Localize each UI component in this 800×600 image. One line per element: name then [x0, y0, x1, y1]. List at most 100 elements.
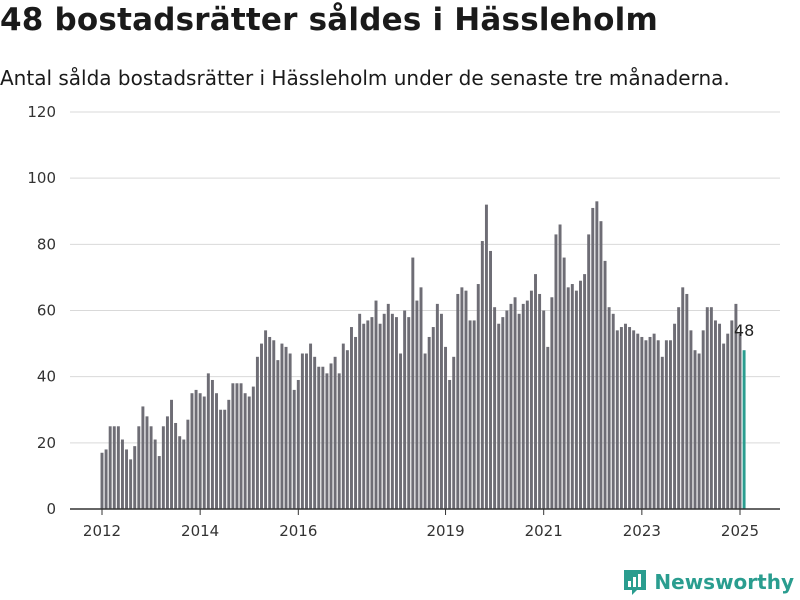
- bar: [587, 234, 591, 510]
- bar: [284, 346, 288, 509]
- bar: [718, 323, 722, 509]
- bar: [194, 389, 198, 509]
- bar: [141, 406, 145, 509]
- bar: [366, 320, 370, 509]
- bar: [644, 340, 648, 509]
- bar: [370, 317, 374, 509]
- bar: [149, 426, 153, 509]
- x-tick-label: 2016: [279, 522, 317, 540]
- bar: [145, 416, 149, 509]
- newsworthy-logo-icon: [624, 570, 647, 595]
- bar: [460, 287, 464, 509]
- bar: [521, 303, 525, 509]
- bar: [329, 363, 333, 509]
- bar: [407, 317, 411, 509]
- bar: [170, 399, 173, 509]
- bar: [394, 317, 398, 509]
- bar: [231, 383, 235, 509]
- bar: [415, 300, 419, 509]
- bar: [656, 340, 660, 509]
- bar: [309, 343, 313, 509]
- bar: [726, 333, 730, 509]
- bar: [345, 350, 349, 509]
- x-tick-label: 2025: [721, 522, 759, 540]
- bar: [268, 336, 272, 509]
- bar-series: [100, 201, 746, 510]
- bar: [374, 300, 378, 509]
- bar: [235, 383, 239, 509]
- bar: [566, 287, 570, 509]
- bar: [403, 310, 407, 509]
- bar: [247, 396, 251, 509]
- x-axis-ticks: 2012 2014 2016 2019 2021 2023 2025: [83, 509, 759, 540]
- y-axis-ticks: 0 20 40 60 80 100 120: [27, 103, 56, 518]
- x-tick-label: 2021: [525, 522, 563, 540]
- y-tick-label: 80: [37, 235, 56, 253]
- bar: [165, 416, 169, 509]
- bar: [243, 393, 247, 509]
- bar: [227, 399, 231, 509]
- bar: [435, 303, 439, 509]
- bar: [468, 320, 472, 509]
- bar: [632, 330, 636, 509]
- bar: [574, 290, 578, 509]
- bar: [722, 343, 726, 509]
- x-tick-label: 2014: [181, 522, 219, 540]
- bar: [652, 333, 656, 509]
- bar: [628, 327, 632, 509]
- bar: [501, 317, 505, 509]
- bar: [579, 280, 582, 509]
- bar: [693, 350, 697, 509]
- bar: [505, 310, 509, 509]
- bar: [276, 360, 280, 509]
- bar: [423, 353, 427, 509]
- bar: [305, 353, 308, 509]
- bar: [386, 303, 390, 509]
- bar: [607, 307, 611, 509]
- x-tick-label: 2019: [426, 522, 464, 540]
- bar: [738, 333, 742, 509]
- bar: [350, 327, 353, 509]
- bar: [317, 366, 321, 509]
- bar: [378, 323, 382, 509]
- bar: [554, 234, 558, 510]
- bar: [104, 449, 108, 509]
- bar: [153, 439, 157, 509]
- bar: [476, 284, 480, 509]
- y-tick-label: 120: [27, 103, 56, 121]
- bar: [178, 436, 182, 509]
- bar: [337, 373, 341, 509]
- bar: [182, 439, 186, 509]
- bar: [300, 353, 304, 509]
- bar: [583, 274, 587, 509]
- bar: [619, 327, 623, 509]
- bar: [108, 426, 112, 509]
- bar: [709, 307, 713, 509]
- bar: [456, 293, 460, 509]
- bar: [636, 333, 640, 509]
- bar: [624, 323, 627, 509]
- bar: [546, 346, 550, 509]
- bar: [116, 426, 120, 509]
- bar: [129, 459, 133, 509]
- bar: [219, 409, 223, 509]
- bar: [223, 409, 227, 509]
- bar: [264, 330, 268, 509]
- bar: [525, 300, 529, 509]
- bar-latest: [742, 350, 746, 509]
- bar: [452, 356, 456, 509]
- bar: [198, 393, 202, 509]
- bar: [448, 379, 452, 509]
- bar: [705, 307, 709, 509]
- bar: [472, 320, 476, 509]
- bar: [341, 343, 345, 509]
- brand-logo: Newsworthy: [622, 568, 794, 596]
- y-tick-label: 100: [27, 169, 56, 187]
- bar: [427, 336, 431, 509]
- bar: [673, 323, 677, 509]
- bar: [411, 257, 415, 509]
- bar: [202, 396, 206, 509]
- bar: [399, 353, 403, 509]
- bar: [538, 293, 542, 509]
